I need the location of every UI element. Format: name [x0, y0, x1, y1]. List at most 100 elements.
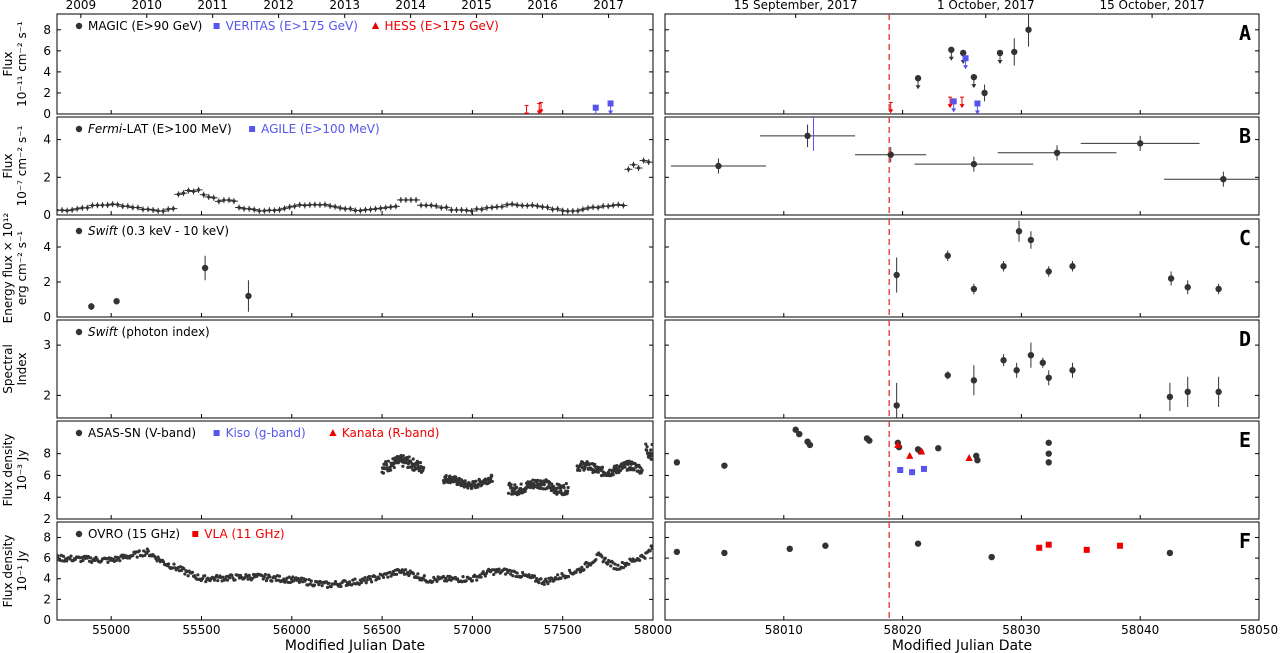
fermi-point	[540, 205, 545, 209]
fermi-point	[429, 203, 433, 207]
fermi-point	[80, 206, 84, 210]
ovro-point	[137, 549, 141, 553]
asassn-point	[649, 457, 653, 461]
asassn-point	[559, 489, 563, 493]
x-tick-label-left: 55500	[182, 623, 220, 637]
date-label-2: 15 October, 2017	[1099, 0, 1204, 12]
legend-label: Swift (0.3 keV - 10 keV)	[88, 224, 229, 238]
fermi-point	[303, 203, 307, 208]
asas-sn-v-band--point-5	[806, 441, 814, 449]
asassn-point	[513, 483, 517, 487]
fermi-point	[586, 206, 590, 210]
y-tick-label: 4	[43, 240, 51, 254]
fermi-point	[647, 160, 651, 164]
fermi-point	[262, 209, 266, 213]
swift-photon-index--point-6	[1039, 359, 1046, 366]
fermi-point	[596, 206, 600, 210]
ovro-point	[566, 574, 571, 579]
fermi-point	[151, 208, 155, 212]
fermi-point	[409, 198, 413, 202]
fermi-point	[439, 206, 443, 210]
swift-0-3-kev-10-kev--point-0	[88, 303, 95, 310]
asassn-point	[578, 468, 582, 473]
ovro-point	[156, 555, 160, 559]
swift-photon-index--point-8	[1069, 367, 1076, 374]
y-tick-label: 6	[43, 44, 51, 58]
fermi-point	[434, 204, 438, 208]
ovro-point	[373, 574, 377, 579]
panel-A-left-data	[524, 100, 614, 114]
kanata-r-band--point-2	[918, 447, 926, 455]
asas-sn-v-band--point-16	[1045, 450, 1052, 457]
panel-letter-B: B	[1239, 124, 1251, 148]
swift-0-3-kev-10-kev--point-4	[893, 271, 900, 279]
panel-C-right-frame	[664, 218, 1260, 318]
fermi-point	[252, 207, 256, 212]
ovro-point	[600, 555, 604, 559]
fermi-lat-e-100-mev--point-5	[1137, 140, 1144, 147]
y-tick-label: 8	[43, 447, 51, 461]
fermi-point	[368, 207, 373, 212]
ovro-point	[403, 568, 408, 572]
x-tick-label-right: 58020	[884, 623, 922, 637]
ovro-point	[475, 578, 479, 582]
asassn-point	[536, 478, 540, 482]
panel-C-left-data	[88, 255, 252, 312]
asassn-point	[596, 470, 600, 474]
fermi-point	[116, 203, 120, 207]
fermi-point	[161, 209, 165, 213]
fermi-point	[131, 205, 135, 210]
asassn-point	[381, 471, 386, 475]
asassn-point	[550, 482, 554, 486]
fermi-point	[272, 208, 277, 213]
legend-marker	[213, 430, 220, 436]
asassn-point	[476, 485, 480, 489]
date-label-1: 1 October, 2017	[937, 0, 1035, 12]
magic-e-90-gev--point-1	[948, 46, 955, 53]
fermi-point	[490, 205, 494, 210]
fermi-point	[217, 199, 221, 203]
panel-E-legend: ASAS-SN (V-band) Kiso (g-band) Kanata (R-b…	[75, 426, 440, 440]
asas-sn-v-band--point-14	[974, 457, 981, 464]
ovro-point	[172, 562, 176, 566]
asassn-point	[541, 487, 545, 491]
fermi-point	[212, 196, 216, 200]
ovro-point	[61, 554, 66, 558]
ovro-point	[594, 557, 598, 562]
ovro-point	[621, 566, 625, 570]
panel-letter-A: A	[1239, 21, 1251, 45]
asassn-point	[506, 491, 511, 495]
ovro-point	[461, 574, 465, 579]
asassn-point	[645, 445, 649, 449]
fermi-point	[136, 205, 140, 210]
legend-label: Kanata (R-band)	[342, 426, 440, 440]
panel-F: 0 2 4 6 8 Flux density 10⁻¹ Jy F OVRO (15 GHz) VL…	[1, 521, 1278, 653]
asassn-point	[649, 448, 653, 452]
fermi-point	[242, 207, 246, 211]
ovro-point	[273, 575, 277, 580]
panel-F-right-data	[673, 540, 1174, 561]
ovro-point	[233, 578, 237, 582]
asassn-point	[639, 466, 643, 470]
panel-A-right-data	[888, 14, 1032, 114]
y-tick-label: 2	[43, 86, 51, 100]
panel-F-ylabel-0: Flux density	[1, 535, 15, 608]
swift-0-3-kev-10-kev--point-9	[1027, 236, 1035, 244]
fermi-point	[571, 209, 575, 213]
panel-A-left-frame	[56, 13, 654, 115]
fermi-point	[561, 209, 565, 213]
asas-sn-v-band--point-15	[1045, 439, 1052, 446]
panel-C-ylabel-1: erg cm⁻² s⁻¹	[15, 231, 29, 305]
ovro-point	[263, 572, 268, 577]
hess-e-175-gev--upper-limit-0	[524, 105, 530, 114]
ovro-point	[106, 560, 110, 564]
asas-sn-v-band--point-1	[721, 462, 728, 469]
y-tick-label: 2	[43, 592, 51, 606]
fermi-point	[530, 203, 534, 207]
fermi-lat-e-100-mev--point-0	[715, 162, 722, 170]
ovro-15-ghz--point-2	[786, 545, 793, 553]
kanata-r-band--point-3	[965, 454, 973, 462]
panel-E-right-data	[673, 426, 1052, 476]
x-tick-label-left: 56000	[273, 623, 311, 637]
ovro-point	[365, 578, 369, 582]
